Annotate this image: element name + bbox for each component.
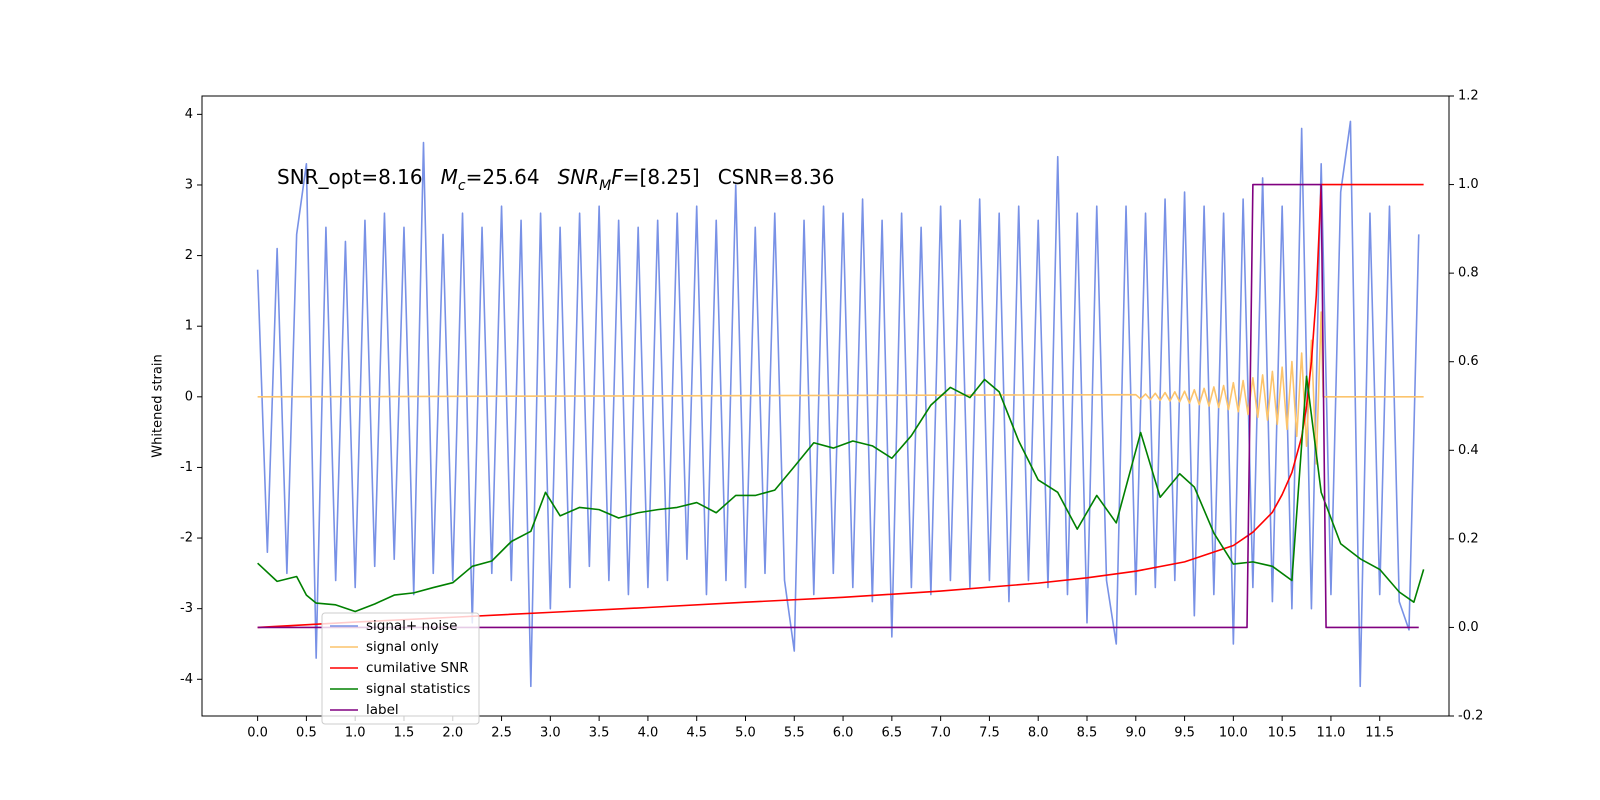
annotation-part: =[8.25] [623,165,700,189]
x-tick-label: 2.5 [491,726,512,741]
y-tick-label: 2 [185,248,193,263]
series-line [257,183,1419,629]
x-tick-label: 6.5 [882,726,903,741]
y-tick-label: 1 [185,319,193,334]
x-tick-label: 6.0 [833,726,854,741]
legend-box [321,612,480,725]
y2-tick-label: 0.0 [1458,620,1479,635]
x-tick-label: 0.5 [296,726,317,741]
series-line [257,375,1425,613]
y-tick-label: -1 [180,460,193,475]
annotation-part: M [441,165,458,189]
annotation-part: c [458,178,466,194]
legend-label: label [366,702,399,718]
series-line [257,311,1424,465]
x-tick-label: 11.5 [1365,726,1394,741]
y-tick-label: 4 [185,107,193,122]
x-tick-label: 5.0 [735,726,756,741]
x-tick-label: 11.0 [1316,726,1345,741]
series-line [256,120,1420,688]
plot-area [256,120,1425,688]
x-tick-label: 5.5 [784,726,805,741]
axes-frame [201,95,1450,717]
annotation-part: CSNR=8.36 [718,165,835,189]
y2-tick-label: 1.2 [1458,89,1479,104]
y-tick-label: -3 [180,601,193,616]
x-tick-label: 3.0 [540,726,561,741]
legend-label: cumilative SNR [366,660,469,676]
x-tick-label: 7.0 [930,726,951,741]
y2-tick-label: 1.0 [1458,177,1479,192]
annotation-part: =25.64 [466,165,540,189]
annotation-part: F [611,165,623,189]
x-tick-label: 1.0 [345,726,366,741]
x-tick-label: 8.5 [1077,726,1098,741]
legend-label: signal only [366,639,439,655]
y2-tick-label: -0.2 [1458,709,1483,724]
x-tick-label: 3.5 [589,726,610,741]
x-tick-label: 2.0 [442,726,463,741]
x-tick-label: 8.0 [1028,726,1049,741]
annotation-part: SNR [558,165,600,189]
x-tick-label: 7.5 [979,726,1000,741]
y-tick-label: 3 [185,177,193,192]
y2-tick-label: 0.4 [1458,443,1479,458]
annotation-part: SNR_opt=8.16 [277,165,423,189]
x-tick-label: 10.0 [1219,726,1248,741]
x-tick-label: 0.0 [247,726,268,741]
annotation: SNR_opt=8.16 Mc=25.64 SNRMF=[8.25] CSNR=8.3… [277,165,835,195]
x-tick-label: 4.5 [686,726,707,741]
x-tick-label: 10.5 [1268,726,1297,741]
legend-label: signal statistics [366,681,470,697]
y-axis-label: Whitened strain [151,354,166,457]
legend-label: signal+ noise [366,618,457,634]
y-tick-label: -2 [180,531,193,546]
x-tick-label: 9.0 [1125,726,1146,741]
y-tick-label: 0 [185,389,193,404]
x-tick-label: 1.5 [394,726,415,741]
y-tick-label: -4 [180,672,193,687]
annotation-part: M [599,178,611,194]
y2-tick-label: 0.8 [1458,266,1479,281]
x-tick-label: 9.5 [1174,726,1195,741]
y2-tick-label: 0.6 [1458,354,1479,369]
y2-tick-label: 0.2 [1458,531,1479,546]
series-line [257,183,1424,629]
x-tick-label: 4.0 [638,726,659,741]
